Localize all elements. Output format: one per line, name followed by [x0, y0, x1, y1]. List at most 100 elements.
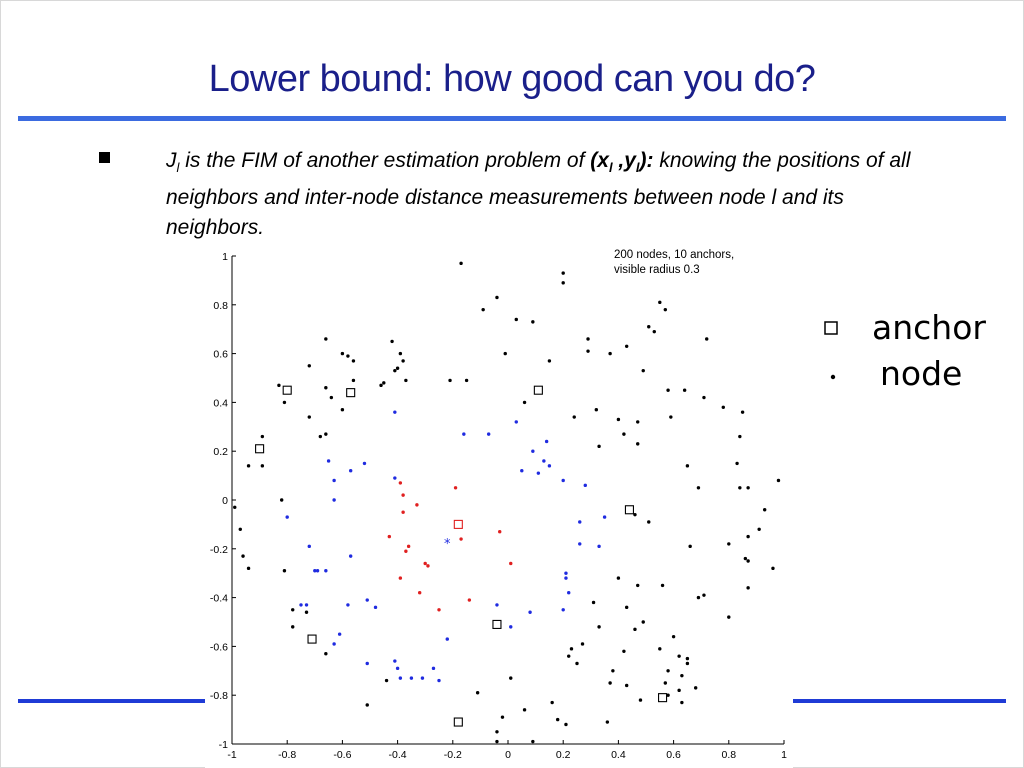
neighbor-close-point [423, 561, 427, 566]
node-point [591, 600, 596, 605]
neighbor-close-point [426, 564, 430, 568]
legend-anchor-label: anchor [872, 308, 986, 347]
coord-x-sub: l [608, 160, 613, 176]
node-point [605, 720, 610, 724]
node-point [702, 395, 706, 400]
node-point [624, 683, 629, 688]
node-point [680, 673, 684, 678]
node-point [404, 378, 408, 383]
neighbor-1hop-point [578, 520, 582, 524]
node-point [495, 730, 499, 734]
neighbor-1hop-point [398, 676, 403, 680]
bullet-part-1: is the FIM of another estimation problem… [179, 149, 591, 172]
x-tick-label: 1 [781, 749, 787, 761]
y-tick-label: -0.2 [210, 544, 228, 556]
node-point [616, 417, 621, 422]
node-point [279, 498, 284, 502]
node-point [340, 351, 345, 356]
y-tick-label: 0.8 [213, 300, 228, 312]
node-point [572, 415, 576, 419]
neighbor-1hop-point [332, 478, 336, 483]
node-point [384, 678, 389, 683]
y-tick-label: 1 [222, 251, 228, 263]
neighbor-1hop-point [326, 459, 331, 463]
coord-y: ,y [612, 149, 636, 172]
neighbor-1hop-point [365, 661, 369, 666]
neighbor-close-point [398, 481, 403, 485]
neighbor-close-point [437, 608, 441, 612]
node-point [622, 649, 626, 653]
node-point [735, 461, 739, 466]
node-point [638, 698, 643, 702]
square-marker-icon [824, 321, 838, 335]
neighbor-1hop-point [564, 571, 568, 575]
neighbor-1hop-point [332, 498, 336, 502]
node-point [495, 739, 499, 744]
node-point [324, 386, 328, 390]
node-point [346, 354, 350, 358]
neighbor-1hop-point [373, 605, 378, 610]
node-point [522, 708, 527, 712]
plot-axes [231, 256, 784, 745]
target-node-marker: * [444, 537, 451, 552]
node-point [304, 610, 309, 614]
y-tick-label: -0.6 [210, 641, 228, 653]
node-point [636, 420, 640, 424]
neighbor-1hop-point [285, 515, 289, 519]
node-point [647, 325, 651, 329]
neighbor-1hop-point [324, 569, 328, 573]
node-point [365, 703, 369, 707]
node-point [636, 442, 640, 446]
dot-marker-icon [830, 374, 836, 380]
bullet-part-2: knowing the positions of all neighbors a… [166, 149, 911, 240]
node-point [340, 408, 345, 412]
node-point [663, 307, 668, 312]
anchor-marker [624, 505, 634, 515]
node-point [746, 534, 750, 539]
node-point [324, 432, 328, 436]
neighbor-close-point [398, 576, 403, 580]
legend-anchor-row: anchor [818, 308, 998, 348]
neighbor-1hop-point [567, 591, 571, 595]
node-point [459, 261, 463, 266]
x-tick-label: -0.4 [389, 749, 407, 761]
x-tick-label: 0.2 [556, 749, 571, 761]
neighbor-1hop-point [514, 420, 518, 424]
neighbor-1hop-point [437, 678, 441, 683]
node-point [561, 271, 565, 275]
node-point [746, 586, 750, 590]
node-point [624, 605, 629, 610]
node-point [680, 700, 684, 705]
neighbor-1hop-point [544, 439, 549, 444]
neighbor-close-point [453, 486, 458, 490]
node-point [727, 615, 731, 619]
node-point [555, 717, 560, 722]
node-point [633, 512, 637, 517]
neighbor-1hop-point [561, 478, 565, 483]
y-tick-label: 0.6 [213, 349, 228, 361]
neighbor-1hop-point [445, 637, 449, 641]
node-point [658, 647, 662, 651]
scatter-plot: -1 -0.8 -0.6 -0.4 -0.2 0 0.2 0.4 0.6 0.8 1 1 0.8 0.6 0… [210, 249, 787, 761]
coord-open: (xl ,yl): [590, 149, 653, 176]
anchor-marker [492, 619, 502, 629]
annotation-line-2: visible radius 0.3 [614, 264, 700, 276]
scatter-plot-panel: -1 -0.8 -0.6 -0.4 -0.2 0 0.2 0.4 0.6 0.8 1 1 0.8 0.6 0… [205, 242, 793, 768]
neighbor-1hop-point [315, 569, 320, 573]
neighbor-1hop-point [547, 464, 552, 468]
node-point [324, 337, 328, 341]
node-point [318, 434, 323, 439]
y-tick-label: 0.2 [213, 446, 228, 458]
x-tick-label: 0 [505, 749, 511, 761]
node-point [641, 620, 645, 624]
node-point [738, 486, 742, 490]
node-point [762, 508, 767, 512]
node-point [324, 652, 328, 656]
node-point [677, 688, 681, 693]
node-point [246, 566, 251, 571]
node-point [307, 415, 311, 419]
bullet-text: Jl is the FIM of another estimation prob… [166, 146, 926, 243]
y-tick-label: 0 [222, 495, 228, 507]
neighbor-1hop-point [486, 432, 491, 436]
node-point [688, 544, 692, 549]
